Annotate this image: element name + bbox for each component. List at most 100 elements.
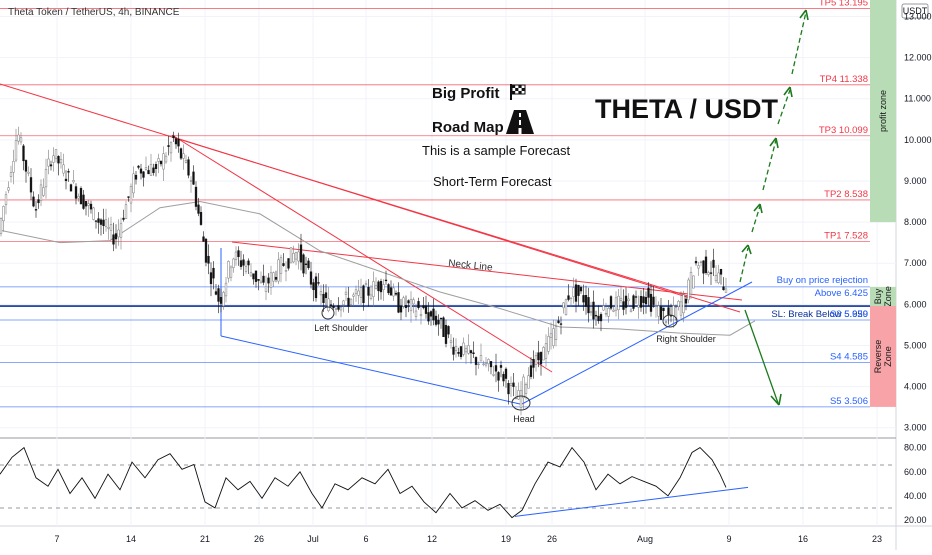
candle-body [64,178,68,182]
candle-body [24,160,28,172]
candle-body [157,158,160,162]
candle-body [402,297,405,307]
price-layer [0,126,728,416]
candle-body [577,284,580,296]
candle-body [629,309,633,313]
level-label: S4 4.585 [830,352,868,363]
candle-body [267,277,270,284]
candle-body [159,160,163,165]
candle-body [174,138,178,145]
candle-body [14,140,18,161]
candle-body [404,305,408,308]
candle-body [682,294,685,314]
time-tick-label: 19 [501,534,511,544]
candle-body [612,309,615,312]
candle-body [724,288,728,293]
candle-body [637,304,640,308]
candle-body [657,305,660,317]
candle-body [314,276,318,299]
candle-body [614,297,618,311]
currency-badge[interactable] [901,3,929,19]
level-label: SL: Break Below 5.959 [771,309,868,320]
candle-body [322,294,325,303]
candle-body [509,383,513,386]
candle-body [42,187,45,196]
candle-body [694,261,698,264]
time-tick-label: 9 [726,534,731,544]
price-tick-label: 8.000 [904,217,927,227]
symbol-title[interactable]: Theta Token / TetherUS, 4h, BINANCE [8,7,180,18]
level-label: TP5 13.195 [819,0,868,8]
candle-body [707,272,710,275]
candle-body [254,270,258,282]
forecast-path-down[interactable] [744,309,779,404]
candle-body [262,275,265,283]
candle-body [714,275,718,282]
candle-body [347,297,350,307]
forecast-path-up[interactable] [739,11,807,283]
rsi-trendline[interactable] [514,486,749,517]
left-shoulder-label: Left Shoulder [314,323,368,333]
rsi-tick-label: 80.00 [904,443,927,453]
candle-body [312,282,315,291]
candle-body [197,204,200,214]
descending-trendline-mid[interactable] [175,137,691,299]
candle-body [62,164,65,174]
candle-body [584,295,588,307]
candle-body [227,261,230,279]
candle-body [659,306,663,320]
candle-body [299,244,303,263]
level-label: Buy on price rejection [777,275,868,286]
candle-body [77,196,80,199]
zone-label: profit zone [878,90,888,132]
candle-body [4,194,8,206]
candle-body [207,255,210,264]
descending-trendline-steep[interactable] [171,134,553,373]
candle-body [642,296,645,303]
candle-body [504,368,508,379]
candle-body [457,352,460,354]
level-label: TP1 7.528 [824,230,868,241]
candle-body [494,365,498,372]
pattern-base-line[interactable] [220,335,521,405]
candle-body [294,252,298,260]
candle-body [719,268,723,275]
candle-body [559,323,563,325]
candle-body [427,312,430,322]
candle-body [32,196,35,207]
candle-body [697,265,700,269]
candle-body [709,272,713,274]
candle-body [459,346,463,357]
candle-body [689,271,693,295]
candle-body [422,305,425,309]
candle-body [307,260,310,269]
candle-body [519,390,523,408]
candle-body [79,188,83,205]
candle-body [627,298,630,301]
candle-body [289,247,293,264]
candle-body [407,300,410,304]
candle-body [144,167,148,170]
rsi-line [0,446,727,519]
candle-body [564,299,568,316]
candle-body [22,145,25,162]
ascending-support-line[interactable] [521,281,753,405]
candle-body [337,305,340,310]
candle-body [127,196,130,198]
candle-body [327,298,330,311]
candle-body [354,289,358,295]
candle-body [379,281,383,293]
price-tick-label: 9.000 [904,176,927,186]
candle-body [692,275,695,289]
neck-line[interactable] [231,241,743,301]
price-tick-label: 13.000 [904,11,932,21]
arrowhead-1 [741,244,752,255]
candle-body [364,283,368,286]
level-label: TP4 11.338 [820,74,868,85]
candle-body [109,224,113,231]
candle-body [114,233,118,240]
candle-body [432,308,435,321]
arrowhead-2 [753,203,763,214]
candle-body [317,282,320,284]
